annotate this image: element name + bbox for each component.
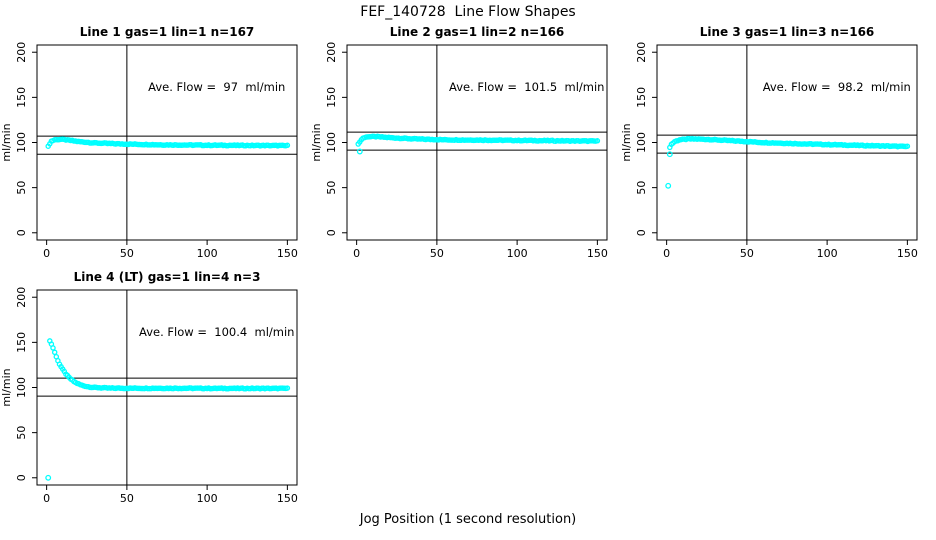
x-axis-ticks: 0 50 100 150: [43, 240, 298, 260]
figure-title: FEF_140728 Line Flow Shapes: [360, 4, 576, 20]
svg-text:100: 100: [817, 247, 838, 260]
svg-text:100: 100: [197, 492, 218, 505]
svg-text:50: 50: [15, 426, 28, 440]
svg-text:200: 200: [325, 42, 338, 63]
svg-text:100: 100: [325, 132, 338, 153]
panel-3-svg: Line 3 gas=1 lin=3 n=166 0 50 100 150 0 50 100 1…: [620, 25, 918, 260]
svg-text:0: 0: [15, 474, 28, 481]
svg-text:100: 100: [507, 247, 528, 260]
svg-text:50: 50: [15, 181, 28, 195]
svg-text:100: 100: [15, 132, 28, 153]
svg-text:100: 100: [635, 132, 648, 153]
svg-text:150: 150: [15, 332, 28, 353]
svg-text:0: 0: [325, 229, 338, 236]
svg-text:150: 150: [277, 492, 298, 505]
panel-4-svg: Line 4 (LT) gas=1 lin=4 n=3 0 50 100 150 0 50 1…: [0, 270, 298, 505]
svg-text:0: 0: [43, 247, 50, 260]
svg-text:0: 0: [15, 229, 28, 236]
plot-panel-1: Line 1 gas=1 lin=1 n=167 0 50 100 150 0 50 100 1…: [0, 23, 308, 268]
svg-text:150: 150: [277, 247, 298, 260]
svg-text:50: 50: [635, 181, 648, 195]
svg-text:150: 150: [15, 87, 28, 108]
plot-panel-3: Line 3 gas=1 lin=3 n=166 0 50 100 150 0 50 100 1…: [620, 23, 928, 268]
svg-text:200: 200: [15, 287, 28, 308]
x-axis-ticks: 0 50 100 150: [663, 240, 918, 260]
outlier-points: [356, 148, 363, 155]
ave-flow-annotation: Ave. Flow = 98.2 ml/min: [763, 80, 911, 94]
ave-flow-annotation: Ave. Flow = 101.5 ml/min: [449, 80, 604, 94]
panel-2-svg: Line 2 gas=1 lin=2 n=166 0 50 100 150 0 50 100 1…: [310, 25, 608, 260]
plot-panel-4: Line 4 (LT) gas=1 lin=4 n=3 0 50 100 150 0 50 1…: [0, 268, 308, 513]
svg-text:0: 0: [635, 229, 648, 236]
svg-text:0: 0: [663, 247, 670, 260]
svg-text:50: 50: [120, 492, 134, 505]
y-axis-ticks: 0 50 100 150 200: [635, 42, 657, 236]
ave-flow-annotation: Ave. Flow = 97 ml/min: [148, 80, 285, 94]
svg-text:50: 50: [325, 181, 338, 195]
svg-text:150: 150: [325, 87, 338, 108]
panel-title: Line 2 gas=1 lin=2 n=166: [390, 25, 565, 39]
y-axis-title: ml/min: [0, 123, 13, 161]
outlier-points: [665, 151, 673, 189]
svg-text:150: 150: [897, 247, 918, 260]
x-axis-label: Jog Position (1 second resolution): [359, 512, 577, 527]
reference-lines: [347, 45, 607, 240]
svg-text:50: 50: [120, 247, 134, 260]
data-points: [47, 338, 291, 392]
y-axis-ticks: 0 50 100 150 200: [325, 42, 347, 236]
data-points: [667, 135, 911, 151]
svg-text:150: 150: [635, 87, 648, 108]
svg-text:50: 50: [430, 247, 444, 260]
data-points: [355, 133, 601, 147]
outlier-points: [45, 474, 52, 481]
panel-title: Line 4 (LT) gas=1 lin=4 n=3: [74, 270, 261, 284]
y-axis-title: ml/min: [310, 123, 323, 161]
svg-text:200: 200: [635, 42, 648, 63]
y-axis-ticks: 0 50 100 150 200: [15, 287, 37, 481]
x-axis-ticks: 0 50 100 150: [353, 240, 608, 260]
y-axis-title: ml/min: [620, 123, 633, 161]
svg-text:150: 150: [587, 247, 608, 260]
ave-flow-annotation: Ave. Flow = 100.4 ml/min: [139, 325, 294, 339]
panel-title: Line 3 gas=1 lin=3 n=166: [700, 25, 875, 39]
data-points: [45, 136, 291, 149]
svg-text:0: 0: [353, 247, 360, 260]
y-axis-ticks: 0 50 100 150 200: [15, 42, 37, 236]
plot-panel-2: Line 2 gas=1 lin=2 n=166 0 50 100 150 0 50 100 1…: [310, 23, 618, 268]
panel-1-svg: Line 1 gas=1 lin=1 n=167 0 50 100 150 0 50 100 1…: [0, 25, 298, 260]
svg-text:0: 0: [43, 492, 50, 505]
svg-text:100: 100: [197, 247, 218, 260]
y-axis-title: ml/min: [0, 368, 13, 406]
panel-title: Line 1 gas=1 lin=1 n=167: [80, 25, 255, 39]
x-axis-ticks: 0 50 100 150: [43, 485, 298, 505]
svg-text:50: 50: [740, 247, 754, 260]
svg-text:100: 100: [15, 377, 28, 398]
svg-text:200: 200: [15, 42, 28, 63]
